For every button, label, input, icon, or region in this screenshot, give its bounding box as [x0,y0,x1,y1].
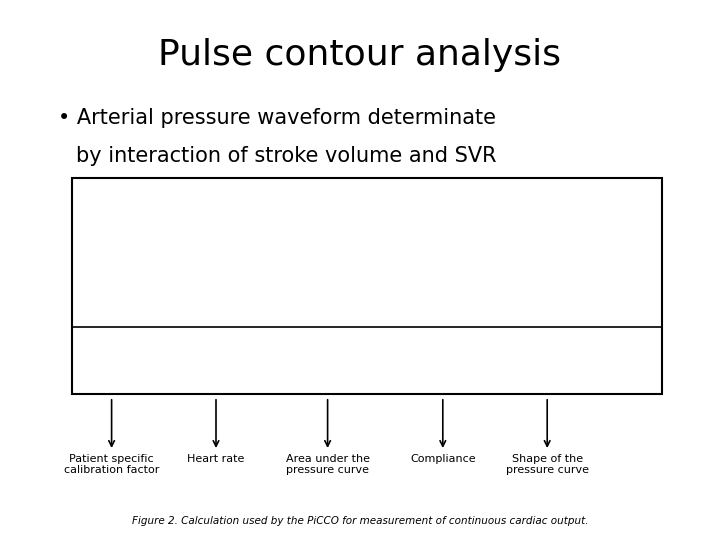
Text: Figure 2. Calculation used by the PiCCO for measurement of continuous cardiac ou: Figure 2. Calculation used by the PiCCO … [132,516,588,526]
Text: Shape of the
pressure curve: Shape of the pressure curve [505,454,589,475]
Text: • Arterial pressure waveform determinate: • Arterial pressure waveform determinate [58,108,495,128]
Text: by interaction of stroke volume and SVR: by interaction of stroke volume and SVR [76,146,496,166]
Text: Compliance: Compliance [410,454,476,464]
Text: Area under the
pressure curve: Area under the pressure curve [286,454,369,475]
Text: Heart rate: Heart rate [187,454,245,464]
Text: Patient specific
calibration factor: Patient specific calibration factor [64,454,159,475]
Text: $\mathbf{PCCO = cal\ x\ HR}\ \int_{\mathbf{systole}}\mathbf{\{\ }$$\mathbf{\frac: $\mathbf{PCCO = cal\ x\ HR}\ \int_{\math… [153,339,581,375]
Text: Pulse contour analysis: Pulse contour analysis [158,38,562,72]
